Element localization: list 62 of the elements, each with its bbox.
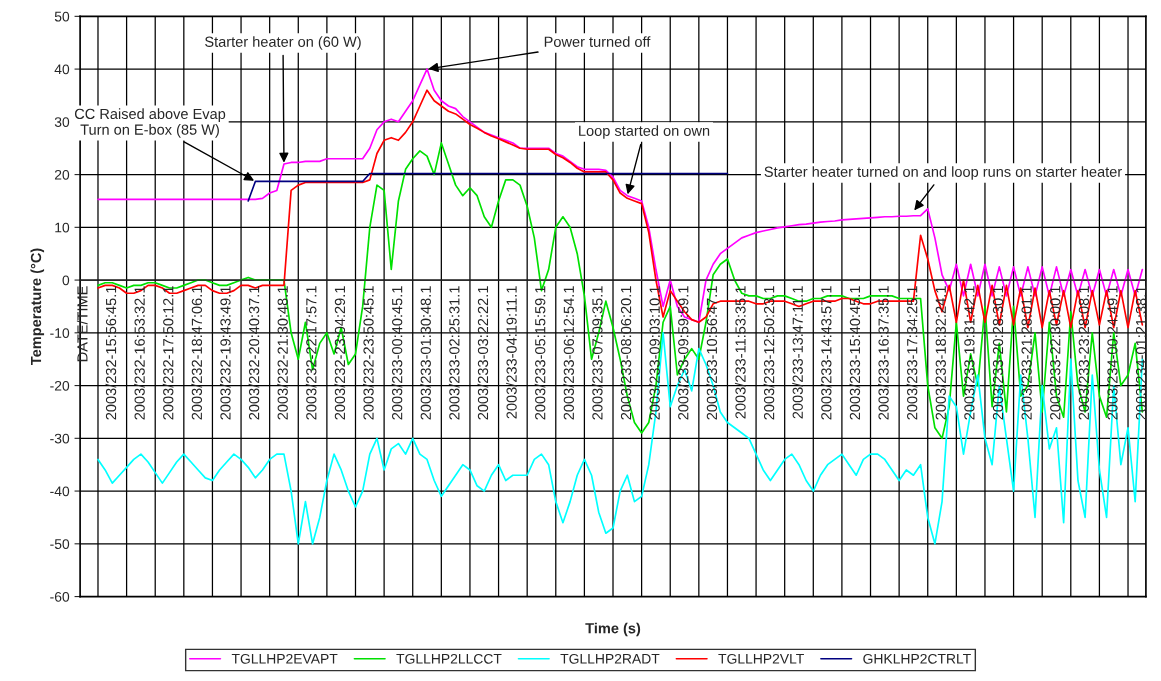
annotation: Power turned off <box>544 36 651 47</box>
x-tick-label: 2003/234-00:24:49.1 <box>1106 286 1118 420</box>
x-tick-label: 2003/232-18:47:06.1 <box>191 286 203 420</box>
x-tick-label: DATE/TIME <box>76 286 88 362</box>
annotation: Starter heater on (60 W) <box>205 36 361 50</box>
x-tick-label: 2003/233-00:40:45.1 <box>391 286 403 420</box>
x-tick-label: 2003/233-22:30:00.1 <box>1049 286 1061 420</box>
legend-label: TGLLHP2EVAPT <box>231 653 338 664</box>
y-tick-label: 20 <box>54 169 70 180</box>
annotation: CC Raised above Evap Turn on E-box (85 W) <box>74 108 226 138</box>
x-tick-label: 2003/233-13:47:11.1 <box>792 286 803 419</box>
y-tick-label: 50 <box>54 11 70 22</box>
y-tick-label: 30 <box>54 117 70 128</box>
x-tick-label: 2003/232-23:50:45.1 <box>363 286 374 420</box>
x-tick-label: 2003/232-20:40:37.1 <box>248 286 260 420</box>
x-tick-label: 2003/233-03:22:22.1 <box>477 286 489 420</box>
x-tick-label: 2003/233-04:19:11.1 <box>506 286 517 419</box>
y-tick-label: 10 <box>55 222 70 233</box>
x-tick-label: 2003/233-15:40:45.1 <box>849 286 861 420</box>
x-tick-label: 2003/232-23:04:29.1 <box>334 286 346 420</box>
legend-label: TGLLHP2LLCCT <box>396 653 502 664</box>
y-tick-label: -60 <box>50 591 70 602</box>
x-axis-title: Time (s) <box>585 622 641 637</box>
x-tick-label: 2003/233-19:31:42.1 <box>963 286 975 420</box>
x-tick-label: 2003/232-16:53:32.1 <box>134 286 145 420</box>
y-tick-label: -40 <box>50 486 70 497</box>
x-tick-label: 2003/233-11:53:35.1 <box>734 286 746 419</box>
x-tick-label: 2003/233-12:50:23.1 <box>763 286 775 420</box>
x-tick-label: 2003/233-17:34:25.1 <box>906 286 918 420</box>
y-tick-label: -50 <box>50 539 70 549</box>
x-tick-label: 2003/233-16:37:35.1 <box>878 286 889 420</box>
y-tick-label: -20 <box>50 380 70 391</box>
x-tick-label: 2003/233-01:30:48.1 <box>420 286 431 420</box>
x-tick-label: 2003/232-15:56:45.1 <box>105 286 117 420</box>
y-tick-label: -10 <box>50 328 70 338</box>
y-tick-label: 0 <box>62 275 70 286</box>
legend-label: TGLLHP2RADT <box>560 653 660 664</box>
x-tick-label: 2003/233-14:43:57.1 <box>820 286 832 420</box>
x-tick-label: 2003/233-06:12:54.1 <box>563 286 574 420</box>
y-tick-label: 40 <box>54 64 70 75</box>
annotation: Starter heater turned on and loop runs on starter heater <box>764 166 1122 180</box>
x-tick-label: 2003/233-10:56:47.1 <box>706 286 718 420</box>
legend-label: GHKLHP2CTRLT <box>863 653 971 664</box>
x-tick-label: 2003/233-23:28:08.1 <box>1078 286 1090 420</box>
legend-label: TGLLHP2VLT <box>718 653 804 664</box>
x-tick-label: 2003/233-09:59:59.1 <box>677 286 689 420</box>
y-tick-label: -30 <box>50 433 70 444</box>
annotation: Loop started on own <box>579 125 710 139</box>
x-tick-label: 2003/233-20:28:30.1 <box>992 286 1004 420</box>
x-tick-label: 2003/233-08:06:20.1 <box>620 286 632 420</box>
x-tick-label: 2003/233-07:09:35.1 <box>591 286 603 420</box>
x-tick-label: 2003/233-09:03:10.1 <box>649 286 660 420</box>
x-tick-label: 2003/232-22:17:57.1 <box>305 286 317 420</box>
x-tick-label: 2003/233-02:25:31.1 <box>448 286 460 420</box>
x-tick-label: 2003/233-18:32:24.1 <box>935 286 946 420</box>
x-tick-label: 2003/233-05:15:59.1 <box>534 286 546 420</box>
x-tick-label: 2003/233-21:28:01.1 <box>1021 286 1032 420</box>
x-tick-label: 2003/232-17:50:12.1 <box>162 286 174 420</box>
x-tick-label: 2003/232-21:30:48.1 <box>277 286 288 420</box>
y-axis-title: Temperature (°C) <box>30 248 45 365</box>
x-tick-label: 2003/234-01:21:38.1 <box>1135 286 1147 420</box>
x-tick-label: 2003/232-19:43:49.1 <box>219 286 231 420</box>
